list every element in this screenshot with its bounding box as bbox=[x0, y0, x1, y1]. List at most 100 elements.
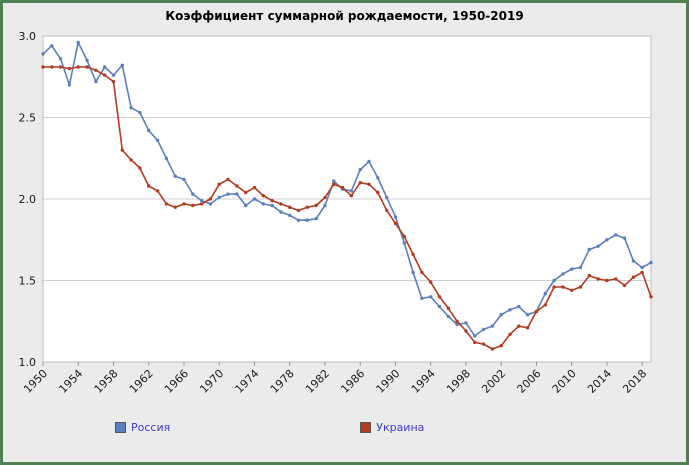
data-point-russia bbox=[85, 58, 89, 63]
data-point-ukraine bbox=[499, 344, 503, 348]
data-point-ukraine bbox=[279, 202, 283, 206]
data-point-ukraine bbox=[587, 273, 591, 278]
data-point-ukraine bbox=[464, 329, 468, 333]
data-point-ukraine bbox=[244, 190, 248, 195]
data-point-russia bbox=[164, 156, 169, 160]
x-tick-label: 1958 bbox=[92, 367, 121, 396]
x-tick-label: 2018 bbox=[620, 367, 649, 396]
data-point-ukraine bbox=[182, 202, 186, 206]
data-point-ukraine bbox=[490, 347, 495, 351]
data-point-ukraine bbox=[367, 182, 371, 186]
x-tick-label: 1990 bbox=[374, 367, 403, 396]
x-tick-label: 1950 bbox=[21, 367, 50, 396]
x-tick-label: 1994 bbox=[409, 367, 438, 396]
data-point-ukraine bbox=[191, 203, 195, 208]
series-line-russia bbox=[42, 41, 652, 337]
russia-series-swatch bbox=[115, 422, 126, 433]
data-point-ukraine bbox=[58, 65, 63, 69]
data-point-russia bbox=[367, 159, 371, 164]
data-point-ukraine bbox=[288, 205, 292, 209]
data-point-russia bbox=[578, 265, 583, 270]
data-point-russia bbox=[455, 322, 459, 327]
data-point-ukraine bbox=[561, 285, 565, 289]
series-line-ukraine bbox=[42, 66, 652, 350]
x-tick-label: 2010 bbox=[550, 367, 579, 396]
data-point-russia bbox=[305, 218, 309, 222]
data-point-russia bbox=[103, 65, 107, 69]
data-point-russia bbox=[208, 202, 213, 206]
data-point-russia bbox=[561, 272, 565, 276]
data-point-ukraine bbox=[534, 309, 539, 314]
data-point-russia bbox=[508, 308, 512, 312]
ukraine-series-swatch bbox=[360, 422, 372, 433]
data-point-russia bbox=[587, 247, 591, 252]
data-point-russia bbox=[252, 197, 257, 201]
data-point-russia bbox=[631, 259, 636, 263]
data-point-ukraine bbox=[376, 190, 380, 195]
data-point-russia bbox=[543, 291, 547, 296]
data-point-ukraine bbox=[508, 332, 512, 336]
data-point-ukraine bbox=[261, 194, 265, 198]
data-point-russia bbox=[270, 203, 274, 208]
data-point-russia bbox=[296, 218, 301, 222]
data-point-ukraine bbox=[420, 270, 424, 275]
data-point-russia bbox=[288, 213, 292, 217]
data-point-russia bbox=[41, 52, 45, 56]
data-point-russia bbox=[120, 63, 125, 67]
data-point-ukraine bbox=[85, 65, 89, 69]
data-point-russia bbox=[517, 304, 521, 309]
data-point-ukraine bbox=[631, 275, 636, 279]
data-point-russia bbox=[244, 203, 248, 208]
data-point-ukraine bbox=[252, 185, 257, 190]
data-point-russia bbox=[349, 189, 354, 193]
data-point-russia bbox=[76, 40, 80, 45]
data-point-ukraine bbox=[517, 324, 521, 328]
data-point-ukraine bbox=[525, 326, 530, 330]
data-point-russia bbox=[94, 79, 98, 84]
data-point-russia bbox=[111, 73, 116, 77]
data-point-ukraine bbox=[164, 202, 169, 206]
data-point-russia bbox=[226, 192, 230, 196]
data-point-russia bbox=[446, 314, 450, 319]
data-point-ukraine bbox=[138, 166, 142, 170]
data-point-russia bbox=[411, 270, 415, 275]
data-point-russia bbox=[376, 176, 380, 180]
data-point-russia bbox=[464, 321, 468, 325]
data-point-russia bbox=[605, 238, 609, 242]
data-point-ukraine bbox=[67, 66, 72, 71]
data-point-ukraine bbox=[332, 182, 336, 186]
data-point-ukraine bbox=[120, 148, 125, 152]
data-point-ukraine bbox=[147, 184, 151, 188]
data-point-russia bbox=[429, 295, 433, 299]
data-point-ukraine bbox=[340, 185, 345, 190]
data-point-russia bbox=[173, 174, 177, 178]
data-point-ukraine bbox=[199, 202, 204, 206]
data-point-russia bbox=[199, 198, 204, 203]
chart-legend: Россия Украина bbox=[3, 421, 686, 434]
data-point-ukraine bbox=[402, 234, 406, 239]
x-tick-label: 1982 bbox=[303, 367, 332, 396]
legend-label-ukraine: Украина bbox=[376, 421, 425, 434]
x-tick-label: 2014 bbox=[585, 367, 614, 396]
data-point-ukraine bbox=[323, 195, 327, 200]
x-tick-label: 1974 bbox=[233, 367, 262, 396]
x-tick-label: 1954 bbox=[56, 367, 85, 396]
data-point-ukraine bbox=[596, 277, 600, 281]
data-point-ukraine bbox=[235, 184, 239, 188]
chart-title: Коэффициент суммарной рождаемости, 1950-… bbox=[165, 9, 524, 23]
data-point-ukraine bbox=[103, 73, 107, 77]
data-point-ukraine bbox=[129, 158, 133, 162]
data-point-ukraine bbox=[411, 252, 415, 257]
data-point-russia bbox=[138, 110, 142, 115]
data-point-russia bbox=[552, 278, 556, 283]
data-point-ukraine bbox=[393, 221, 398, 226]
data-point-ukraine bbox=[173, 205, 177, 209]
data-point-russia bbox=[235, 192, 239, 196]
data-point-russia bbox=[473, 334, 477, 338]
data-point-russia bbox=[640, 265, 644, 270]
x-tick-label: 1978 bbox=[268, 367, 297, 396]
x-tick-label: 2002 bbox=[479, 367, 508, 396]
x-tick-label: 1986 bbox=[338, 367, 367, 396]
data-point-ukraine bbox=[305, 205, 309, 209]
